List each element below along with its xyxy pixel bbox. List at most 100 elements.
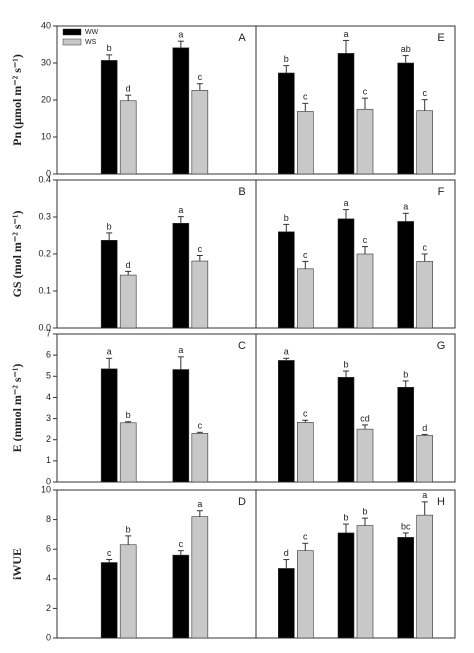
legend-swatch bbox=[62, 38, 82, 46]
bar bbox=[172, 369, 190, 483]
panel-frame bbox=[255, 489, 456, 639]
significance-letter: a bbox=[107, 347, 112, 357]
error-bar bbox=[125, 535, 132, 545]
bar bbox=[416, 435, 434, 483]
significance-letter: c bbox=[422, 88, 427, 98]
y-tick-label: 0 bbox=[46, 632, 51, 642]
error-bar bbox=[421, 99, 428, 111]
error-bar bbox=[302, 542, 309, 551]
error-bar bbox=[362, 424, 368, 430]
error-bar bbox=[421, 253, 428, 262]
y-tick-label: 0.1 bbox=[38, 285, 51, 295]
bar bbox=[337, 218, 355, 329]
y-tick-label: 7 bbox=[46, 328, 51, 338]
significance-letter: b bbox=[107, 221, 112, 231]
panel-label: B bbox=[238, 186, 245, 198]
significance-letter: b bbox=[284, 213, 289, 223]
y-tick-label: 10 bbox=[41, 484, 51, 494]
significance-letter: a bbox=[178, 345, 183, 355]
error-bar bbox=[402, 212, 409, 222]
error-bar bbox=[106, 559, 113, 563]
bar bbox=[356, 253, 374, 329]
y-tick-label: 0.3 bbox=[38, 211, 51, 221]
significance-letter: d bbox=[126, 260, 131, 270]
bar bbox=[100, 562, 118, 639]
panel-frame bbox=[56, 489, 257, 639]
error-bar bbox=[362, 246, 368, 254]
bar bbox=[296, 111, 314, 175]
bar bbox=[119, 274, 137, 329]
error-bar bbox=[283, 65, 290, 73]
bar bbox=[172, 554, 190, 639]
y-tick-label: 40 bbox=[41, 20, 51, 30]
bar bbox=[337, 377, 355, 483]
significance-letter: c bbox=[198, 244, 203, 254]
error-bar bbox=[302, 102, 309, 112]
significance-letter: d bbox=[126, 84, 131, 94]
error-bar bbox=[125, 94, 132, 101]
error-bar bbox=[343, 370, 349, 378]
bar bbox=[172, 47, 190, 175]
panel-frame bbox=[255, 25, 456, 175]
error-bar bbox=[106, 232, 113, 241]
error-bar bbox=[402, 55, 409, 63]
error-bar bbox=[343, 209, 349, 219]
significance-letter: a bbox=[178, 30, 183, 40]
y-tick-label: 0.4 bbox=[38, 174, 51, 184]
y-tick-label: 10 bbox=[41, 131, 51, 141]
significance-letter: c bbox=[363, 87, 368, 97]
bar bbox=[397, 221, 415, 329]
significance-letter: b bbox=[126, 410, 131, 420]
y-tick-label: 30 bbox=[41, 57, 51, 67]
bar bbox=[191, 260, 209, 329]
significance-letter: c bbox=[179, 539, 184, 549]
panel-label: H bbox=[437, 496, 445, 508]
significance-letter: a bbox=[343, 29, 348, 39]
significance-letter: bc bbox=[401, 521, 411, 531]
panel-label: G bbox=[437, 340, 446, 352]
panel-label: D bbox=[238, 496, 246, 508]
y-tick-label: 3 bbox=[46, 413, 51, 423]
significance-letter: b bbox=[343, 359, 348, 369]
bar bbox=[296, 268, 314, 329]
bar bbox=[416, 514, 434, 639]
y-tick-label: 1 bbox=[46, 455, 51, 465]
bar bbox=[277, 360, 295, 483]
y-axis-label: E (mmol m⁻² s⁻¹) bbox=[10, 364, 24, 453]
error-bar bbox=[196, 83, 203, 91]
error-bar bbox=[106, 54, 113, 61]
significance-letter: c bbox=[303, 92, 308, 102]
significance-letter: c bbox=[303, 409, 308, 419]
bar bbox=[296, 422, 314, 483]
error-bar bbox=[362, 517, 368, 526]
error-bar bbox=[283, 559, 290, 569]
panel-frame bbox=[56, 333, 257, 483]
y-tick-label: 0 bbox=[46, 476, 51, 486]
bar bbox=[119, 422, 137, 483]
y-tick-label: 0.2 bbox=[38, 248, 51, 258]
significance-letter: c bbox=[303, 250, 308, 260]
significance-letter: b bbox=[403, 369, 408, 379]
error-bar bbox=[283, 223, 290, 232]
error-bar bbox=[402, 532, 409, 538]
bar bbox=[277, 72, 295, 175]
bar bbox=[191, 90, 209, 175]
error-bar bbox=[196, 510, 203, 517]
y-tick-label: 2 bbox=[46, 434, 51, 444]
error-bar bbox=[421, 433, 428, 436]
significance-letter: b bbox=[362, 506, 367, 516]
y-axis-label: Pn (μmol m⁻² s⁻¹) bbox=[10, 54, 24, 146]
y-tick-label: 5 bbox=[46, 371, 51, 381]
error-bar bbox=[177, 550, 184, 556]
significance-letter: a bbox=[422, 490, 427, 500]
significance-letter: b bbox=[343, 512, 348, 522]
error-bar bbox=[196, 254, 203, 262]
panel-frame bbox=[255, 179, 456, 329]
significance-letter: b bbox=[284, 54, 289, 64]
error-bar bbox=[196, 431, 203, 434]
panel-label: E bbox=[437, 32, 444, 44]
error-bar bbox=[421, 501, 428, 516]
significance-letter: cd bbox=[360, 413, 370, 423]
error-bar bbox=[302, 260, 309, 269]
bar bbox=[356, 108, 374, 175]
